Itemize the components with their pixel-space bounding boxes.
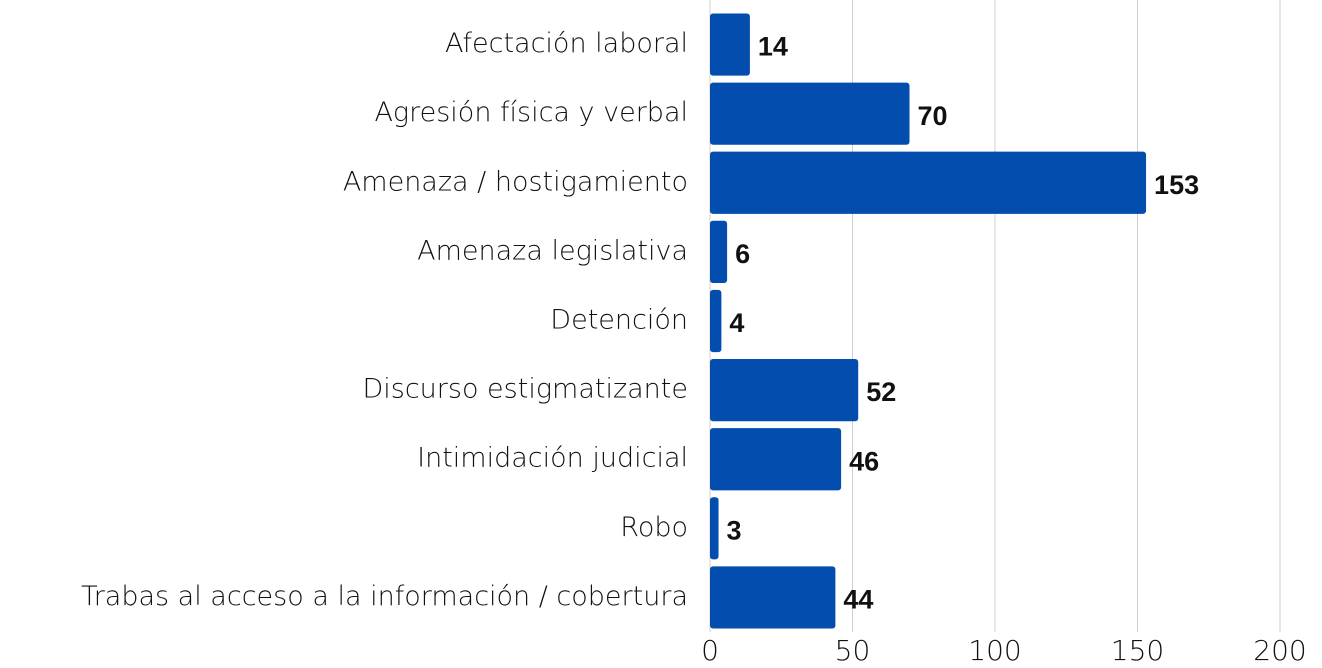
value-label: 153 [1154,170,1199,200]
y-tick-label: Intimidación judicial [417,443,688,474]
y-tick-label: Afectación laboral [445,28,688,59]
value-label: 4 [729,308,744,338]
bar [710,13,750,76]
bar [710,151,1147,214]
x-tick-label: 200 [1253,634,1306,667]
value-label: 3 [727,515,742,545]
bar [710,497,719,560]
y-tick-label: Amenaza legislativa [417,235,688,266]
y-tick-label: Agresión física y verbal [374,97,688,128]
value-label: 6 [735,239,750,269]
value-label: 44 [843,585,873,615]
value-label: 46 [849,446,879,476]
bar [710,359,859,422]
value-label: 52 [866,377,896,407]
y-tick-label: Robo [620,512,688,543]
bar [710,566,836,629]
x-tick-label: 50 [835,634,871,667]
x-tick-label: 150 [1111,634,1164,667]
x-tick-label: 100 [968,634,1021,667]
bar [710,82,910,145]
bar [710,220,728,283]
x-tick-label: 0 [701,634,719,667]
y-tick-label: Detención [550,305,688,336]
bar [710,289,722,353]
bar [710,428,842,491]
y-tick-label: Amenaza / hostigamiento [343,166,688,197]
value-label: 70 [918,101,948,131]
y-tick-label: Discurso estigmatizante [362,374,688,405]
y-tick-label: Trabas al acceso a la información / cobe… [81,581,688,612]
value-label: 14 [758,32,788,62]
